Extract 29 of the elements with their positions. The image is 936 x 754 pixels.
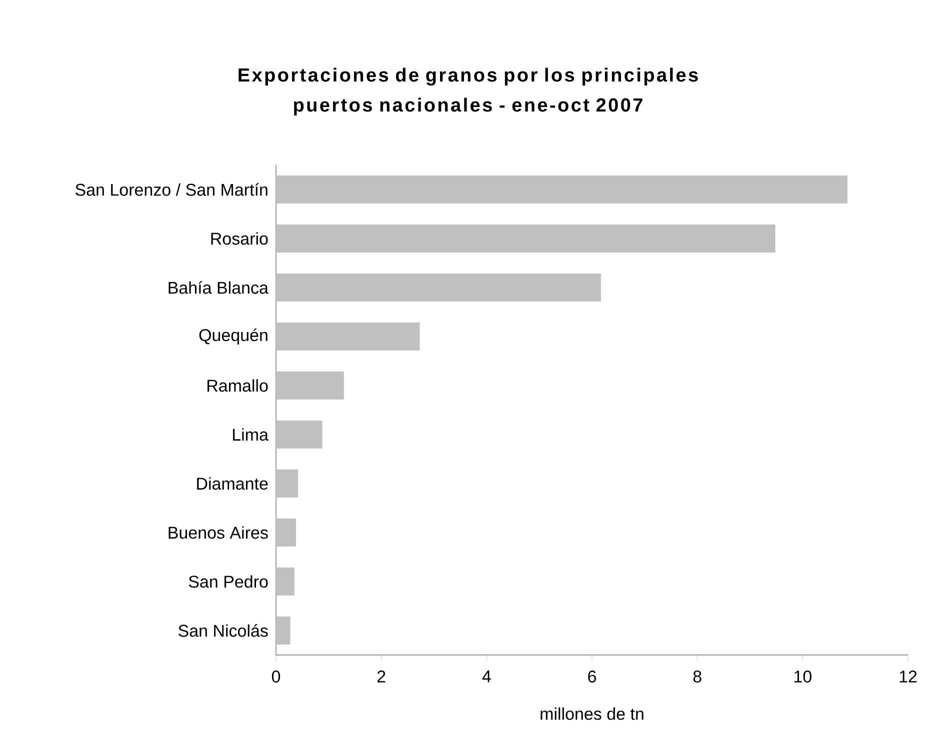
bar xyxy=(276,469,298,498)
y-tick-label: Quequén xyxy=(199,328,268,345)
y-tick-label: San Nicolás xyxy=(178,624,268,637)
bar xyxy=(276,322,420,350)
x-tick-label: 6 xyxy=(588,670,596,683)
y-tick-label: Lima xyxy=(233,428,268,441)
bar xyxy=(276,420,322,448)
x-tick-label: 10 xyxy=(794,670,812,683)
bar xyxy=(276,616,290,644)
y-tick-label: San Lorenzo / San Martín xyxy=(76,183,268,196)
x-tick-label: 12 xyxy=(900,670,917,682)
x-tick-label: 0 xyxy=(272,670,280,683)
chart-title: Exportaciones de granos por los principales puertos nacionales - ene-oct 2007 xyxy=(238,68,698,116)
bar xyxy=(276,567,294,596)
bar xyxy=(276,273,601,302)
bar xyxy=(276,175,848,204)
x-tick-label: 2 xyxy=(377,670,386,682)
bar xyxy=(276,518,296,546)
x-tick-label: 8 xyxy=(693,670,702,683)
y-tick-label: Ramallo xyxy=(208,379,268,392)
y-tick-label: Rosario xyxy=(211,232,268,245)
bar xyxy=(276,224,776,252)
bar xyxy=(276,371,344,400)
y-tick-label: Diamante xyxy=(197,477,268,490)
y-tick-label: Bahía Blanca xyxy=(168,281,268,294)
y-tick-label: Buenos Aires xyxy=(168,526,268,539)
y-tick-label: San Pedro xyxy=(188,575,268,588)
x-tick-label: 4 xyxy=(482,670,491,682)
x-axis-title: millones de tn xyxy=(540,707,644,720)
